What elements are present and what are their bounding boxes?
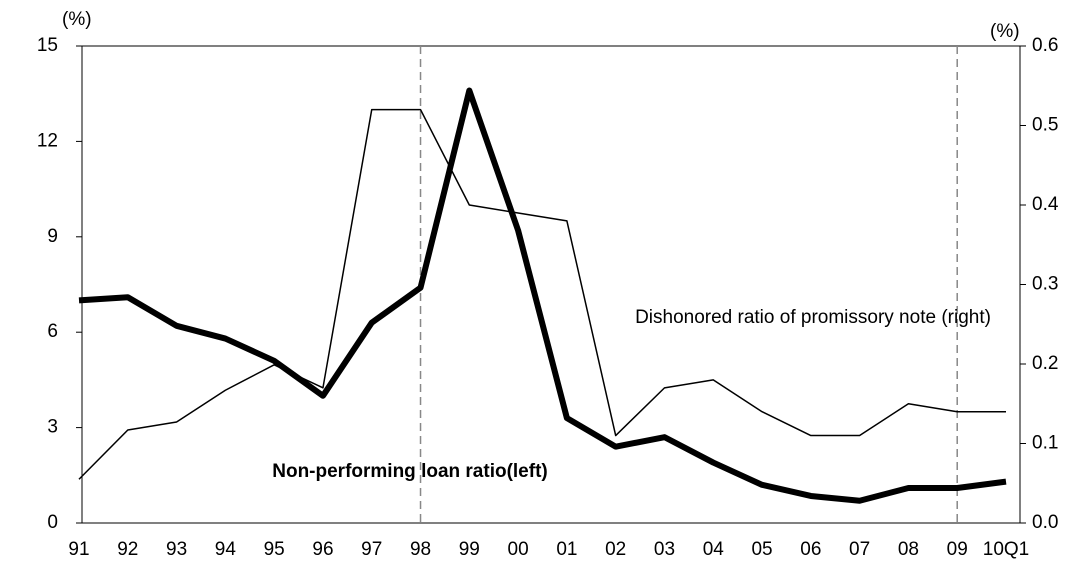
x-tick-label: 00 xyxy=(508,539,529,560)
y-tick-label: 12 xyxy=(37,130,58,151)
x-tick-label: 08 xyxy=(898,539,919,560)
y-tick-label: 9 xyxy=(47,226,58,247)
y2-tick-label: 0.0 xyxy=(1032,512,1058,533)
x-tick-label: 01 xyxy=(556,539,577,560)
y2-tick-label: 0.5 xyxy=(1032,115,1058,136)
x-tick-label: 98 xyxy=(410,539,431,560)
y-tick-label: 15 xyxy=(37,35,58,56)
y2-tick-label: 0.3 xyxy=(1032,274,1058,295)
y-unit: (%) xyxy=(62,9,92,30)
x-tick-label: 96 xyxy=(312,539,333,560)
x-tick-label: 99 xyxy=(459,539,480,560)
x-tick-label: 02 xyxy=(605,539,626,560)
x-tick-label: 07 xyxy=(849,539,870,560)
x-tick-label: 06 xyxy=(800,539,821,560)
series-label: Non-performing loan ratio(left) xyxy=(272,461,547,482)
series-label: Dishonored ratio of promissory note (rig… xyxy=(635,307,991,328)
x-tick-label: 93 xyxy=(166,539,187,560)
y-tick-label: 6 xyxy=(47,321,58,342)
y2-tick-label: 0.4 xyxy=(1032,194,1059,215)
x-tick-label: 04 xyxy=(703,539,725,560)
x-tick-label: 95 xyxy=(264,539,285,560)
y2-tick-label: 0.1 xyxy=(1032,433,1058,454)
y-tick-label: 0 xyxy=(47,512,58,533)
y2-unit: (%) xyxy=(990,21,1020,42)
x-tick-label: 05 xyxy=(751,539,772,560)
x-tick-label: 92 xyxy=(117,539,138,560)
y2-tick-label: 0.2 xyxy=(1032,353,1058,374)
x-tick-label: 10Q1 xyxy=(983,539,1029,560)
series-line xyxy=(78,87,1007,504)
x-tick-label: 03 xyxy=(654,539,675,560)
y2-tick-label: 0.6 xyxy=(1032,35,1058,56)
plot-frame xyxy=(81,45,1021,524)
series-line xyxy=(78,108,1006,480)
x-tick-label: 97 xyxy=(361,539,382,560)
x-tick-label: 91 xyxy=(68,539,89,560)
y-tick-label: 3 xyxy=(47,417,58,438)
x-tick-label: 09 xyxy=(947,539,968,560)
x-tick-label: 94 xyxy=(215,539,237,560)
